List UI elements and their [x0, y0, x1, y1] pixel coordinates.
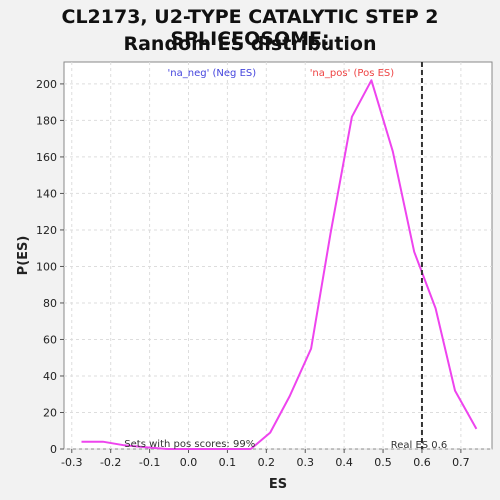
x-tick-label: -0.1: [139, 456, 160, 469]
x-tick-label: 0.5: [374, 456, 392, 469]
y-tick-label: 80: [43, 297, 57, 310]
axes: -0.3 -0.2 -0.1 0.0 0.1 0.2 0.3 0.4 0.5 0.6 0.7 0 20 4…: [36, 78, 470, 469]
y-tick-label: 180: [36, 114, 57, 127]
real-es-label: Real ES 0.6: [391, 440, 447, 451]
x-tick-label: -0.2: [100, 456, 121, 469]
y-tick-label: 0: [50, 443, 57, 456]
series-layer: [81, 79, 478, 450]
x-tick-label: 0.2: [258, 456, 276, 469]
y-axis-label: P(ES): [16, 236, 31, 276]
plot-area: [63, 61, 493, 450]
x-tick-label: 0.0: [180, 456, 198, 469]
y-tick-label: 120: [36, 224, 57, 237]
x-tick-label: -0.3: [61, 456, 82, 469]
y-tick-label: 160: [36, 151, 57, 164]
y-tick-label: 100: [36, 260, 57, 273]
es-distribution-line: [81, 79, 478, 450]
x-tick-label: 0.4: [335, 456, 353, 469]
legend-pos-es: 'na_pos' (Pos ES): [310, 68, 395, 79]
y-tick-label: 60: [43, 333, 57, 346]
x-axis-label: ES: [269, 477, 287, 492]
x-tick-label: 0.3: [296, 456, 314, 469]
grid-lines: [64, 62, 492, 450]
y-tick-label: 140: [36, 187, 57, 200]
x-tick-label: 0.6: [413, 456, 431, 469]
chart-title-line1: CL2173, U2-TYPE CATALYTIC STEP 2 SPLICEO…: [61, 6, 439, 50]
x-tick-label: 0.7: [452, 456, 470, 469]
legend-neg-es: 'na_neg' (Neg ES): [168, 68, 257, 79]
chart-title-line2: Random ES distribution: [123, 33, 377, 55]
y-tick-label: 40: [43, 370, 57, 383]
y-tick-label: 20: [43, 406, 57, 419]
y-tick-label: 200: [36, 78, 57, 91]
pos-scores-annotation: Sets with pos scores: 99%: [124, 439, 255, 450]
x-tick-label: 0.1: [219, 456, 237, 469]
